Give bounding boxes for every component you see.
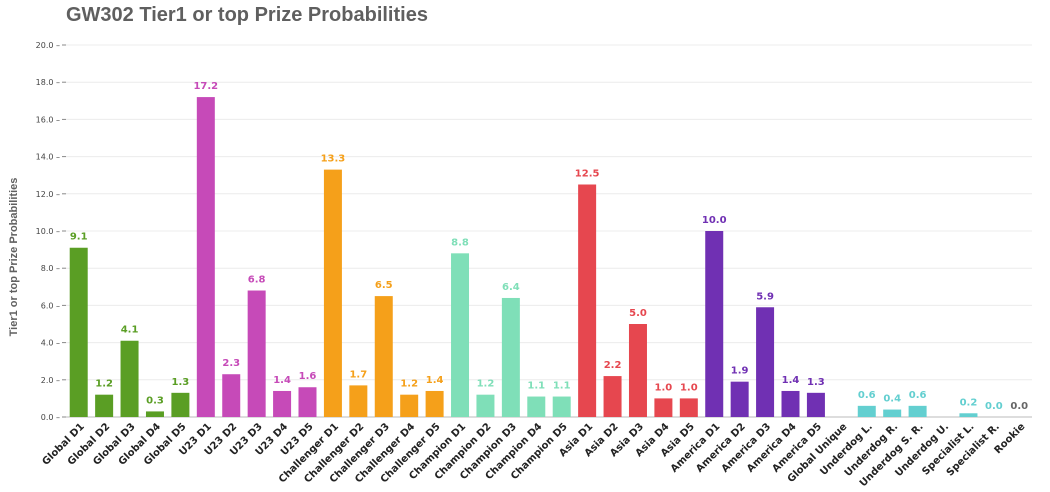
data-label: 0.2 [960, 397, 978, 408]
data-label: 0.0 [985, 401, 1003, 412]
bar [120, 340, 139, 417]
bar [959, 413, 978, 417]
bar [298, 387, 317, 417]
bar [578, 184, 597, 417]
bar [730, 381, 749, 417]
bar [883, 409, 902, 417]
bar [349, 385, 368, 417]
y-tick-label: 12.0 – [36, 190, 60, 199]
bar [400, 394, 419, 417]
bar [806, 392, 825, 417]
y-tick-label: 6.0 – [41, 301, 60, 310]
data-label: 2.2 [604, 360, 622, 371]
chart-title: GW302 Tier1 or top Prize Probabilities [66, 4, 428, 26]
data-label: 1.7 [349, 369, 367, 380]
bar [374, 296, 393, 417]
bar [196, 97, 215, 417]
data-label: 1.1 [553, 381, 571, 392]
data-label: 1.9 [731, 366, 749, 377]
data-label: 1.6 [299, 371, 317, 382]
data-label: 6.8 [248, 275, 266, 286]
data-label: 1.2 [400, 379, 418, 390]
bar [527, 396, 546, 417]
bar [451, 253, 470, 417]
bar [95, 394, 114, 417]
data-label: 10.0 [702, 215, 727, 226]
data-label: 12.5 [575, 169, 600, 180]
bar [501, 297, 520, 417]
y-tick-label: 8.0 – [41, 264, 60, 273]
data-label: 1.3 [807, 377, 825, 388]
bar [908, 405, 927, 417]
data-label: 1.2 [477, 379, 495, 390]
y-tick-label: 4.0 – [41, 339, 60, 348]
y-tick-label: 2.0 – [41, 376, 60, 385]
bar [69, 247, 88, 417]
bar [705, 231, 724, 417]
data-label: 1.0 [655, 382, 673, 393]
data-label: 2.3 [222, 358, 240, 369]
data-label: 4.1 [121, 325, 139, 336]
bar [247, 290, 266, 417]
bar [628, 324, 647, 417]
data-label: 0.6 [858, 390, 876, 401]
data-label: 1.3 [172, 377, 190, 388]
bar [145, 411, 164, 417]
data-label: 13.3 [321, 154, 346, 165]
bar [756, 307, 775, 417]
y-tick-label: 20.0 – [36, 41, 60, 50]
data-label: 0.3 [146, 395, 164, 406]
y-tick-label: 18.0 – [36, 78, 60, 87]
data-label: 8.8 [451, 237, 469, 248]
data-label: 6.4 [502, 282, 520, 293]
bar [654, 398, 673, 417]
bar [781, 390, 800, 417]
y-tick-label: 14.0 – [36, 153, 60, 162]
bar [171, 392, 190, 417]
data-label: 1.2 [95, 379, 113, 390]
bar [222, 374, 241, 417]
data-label: 1.4 [426, 375, 444, 386]
data-label: 0.0 [1010, 401, 1028, 412]
data-label: 17.2 [193, 81, 218, 92]
data-label: 6.5 [375, 280, 393, 291]
data-label: 0.4 [883, 394, 901, 405]
data-label: 5.0 [629, 308, 647, 319]
bar [679, 398, 698, 417]
y-tick-label: 0.0 – [41, 413, 60, 422]
y-tick-label: 16.0 – [36, 115, 60, 124]
y-tick-label: 10.0 – [36, 227, 60, 236]
bar [273, 390, 292, 417]
bar [476, 394, 495, 417]
data-label: 0.6 [909, 390, 927, 401]
bar [857, 405, 876, 417]
bar [425, 390, 444, 417]
data-label: 1.1 [527, 381, 545, 392]
bar [323, 169, 342, 417]
data-label: 1.0 [680, 382, 698, 393]
data-label: 1.4 [782, 375, 800, 386]
data-label: 5.9 [756, 291, 774, 302]
data-label: 1.4 [273, 375, 291, 386]
bar [603, 376, 622, 417]
bar [552, 396, 571, 417]
data-label: 9.1 [70, 232, 88, 243]
